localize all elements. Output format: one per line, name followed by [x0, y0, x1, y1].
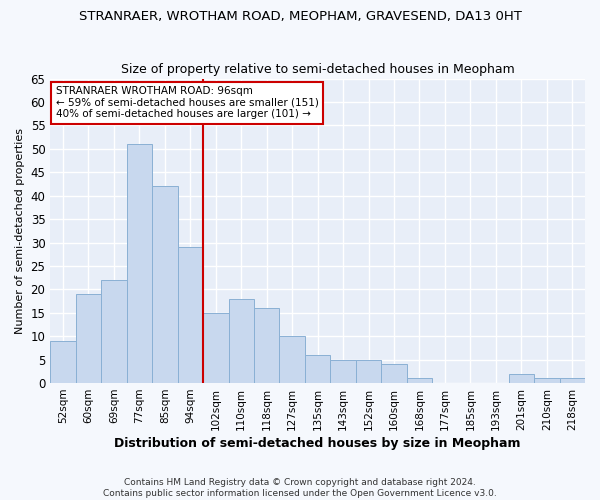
- Bar: [534, 378, 560, 383]
- Bar: [382, 364, 407, 383]
- Bar: [509, 374, 534, 383]
- Bar: [229, 298, 254, 383]
- Bar: [50, 341, 76, 383]
- Bar: [127, 144, 152, 383]
- Bar: [280, 336, 305, 383]
- Text: STRANRAER WROTHAM ROAD: 96sqm
← 59% of semi-detached houses are smaller (151)
40: STRANRAER WROTHAM ROAD: 96sqm ← 59% of s…: [56, 86, 319, 120]
- Y-axis label: Number of semi-detached properties: Number of semi-detached properties: [15, 128, 25, 334]
- Bar: [101, 280, 127, 383]
- Bar: [152, 186, 178, 383]
- Text: STRANRAER, WROTHAM ROAD, MEOPHAM, GRAVESEND, DA13 0HT: STRANRAER, WROTHAM ROAD, MEOPHAM, GRAVES…: [79, 10, 521, 23]
- Bar: [254, 308, 280, 383]
- Bar: [76, 294, 101, 383]
- Text: Contains HM Land Registry data © Crown copyright and database right 2024.
Contai: Contains HM Land Registry data © Crown c…: [103, 478, 497, 498]
- Bar: [331, 360, 356, 383]
- Bar: [178, 247, 203, 383]
- Bar: [560, 378, 585, 383]
- Bar: [305, 355, 331, 383]
- Bar: [407, 378, 432, 383]
- X-axis label: Distribution of semi-detached houses by size in Meopham: Distribution of semi-detached houses by …: [115, 437, 521, 450]
- Bar: [356, 360, 382, 383]
- Bar: [203, 313, 229, 383]
- Title: Size of property relative to semi-detached houses in Meopham: Size of property relative to semi-detach…: [121, 63, 515, 76]
